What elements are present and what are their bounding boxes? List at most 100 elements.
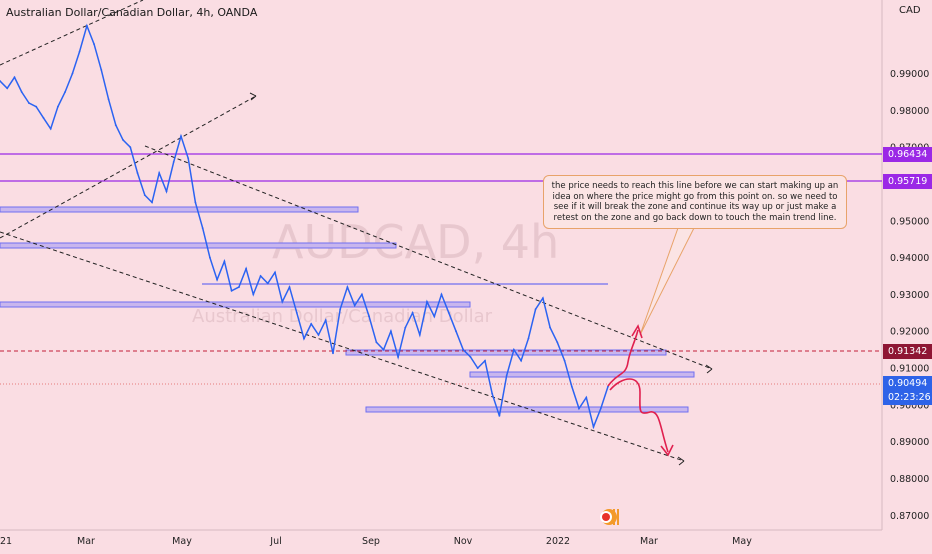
price-point [397,356,399,358]
bullish-arrowhead [631,324,643,339]
price-point [78,50,81,53]
price-point [295,311,298,314]
price-point [209,256,211,259]
price-point [187,157,190,160]
price-tick-label: 0.91000 [890,364,929,375]
economic-event-icon[interactable] [600,509,619,525]
price-point [194,201,197,204]
channel-lower-line[interactable] [0,231,685,462]
price-point [165,190,168,193]
price-point [281,300,284,303]
price-point [13,76,16,79]
price-point [107,98,110,101]
price-point [599,407,602,410]
price-point [549,326,551,329]
price-point [534,308,537,311]
price-point [245,267,248,270]
price-point [527,337,530,340]
bearish-scenario-arrow[interactable] [609,378,669,453]
time-tick-label: 2022 [546,536,570,547]
level-tag-096434: 0.96434 [883,147,932,162]
time-tick-label: Nov [454,536,473,547]
price-point [455,330,457,333]
time-tick-label: Sep [362,536,380,547]
time-tick-label: May [172,536,192,547]
price-point [542,297,544,299]
zone-rect[interactable] [0,301,471,308]
price-point [122,139,124,141]
channel-upper-line[interactable] [144,145,713,370]
currency-button[interactable]: CAD [896,4,924,17]
zone-rect[interactable] [0,206,359,213]
price-tick-label: 0.99000 [890,69,929,80]
time-tick-label: Mar [640,536,658,547]
price-point [578,407,580,410]
time-tick-label: May [732,536,752,547]
price-tick-label: 0.92000 [890,327,929,338]
price-point [462,348,465,351]
price-point [368,315,370,318]
watermark-symbol: AUDCAD, 4h [272,215,559,269]
price-point [476,367,479,369]
price-point [86,24,88,27]
price-point [6,87,9,90]
price-point [498,415,501,417]
price-point [556,341,559,344]
bearish-arrowhead [660,444,674,457]
price-point [288,286,291,288]
price-point [136,172,139,174]
price-point [0,80,1,82]
trend-line[interactable] [0,0,144,66]
price-point [238,286,240,288]
price-point [230,289,233,292]
zone-rect[interactable] [469,371,695,378]
zone-rect[interactable] [0,242,397,249]
price-point [375,341,378,344]
price-point [332,352,334,355]
price-tick-label: 0.95000 [890,216,929,227]
bullish-scenario-arrow[interactable] [607,329,639,387]
trend-line[interactable] [250,95,257,101]
price-point [172,161,175,163]
price-point [266,282,269,285]
price-tick-label: 0.93000 [890,290,929,301]
price-point [57,105,59,108]
price-point [418,334,421,336]
price-point [563,359,566,362]
channel-upper-arrowhead [706,368,713,374]
price-point [585,396,588,399]
price-point [339,308,342,311]
bar-countdown-tag: 02:23:26 [883,390,932,405]
zone-rect[interactable] [345,349,667,356]
level-tag-095719: 0.95719 [883,174,932,189]
price-point [143,194,146,197]
price-point [201,227,204,230]
price-tick-label: 0.94000 [890,253,929,264]
price-point [570,385,573,388]
price-tick-label: 0.87000 [890,511,929,522]
price-tick-label: 0.90000 [890,400,929,411]
price-point [35,105,38,108]
price-point [324,319,327,322]
price-point [411,311,414,314]
price-series-layer [0,23,609,430]
support-resistance-zones [0,206,695,413]
trend-line[interactable] [249,92,257,97]
price-point [382,348,385,351]
zone-rect[interactable] [365,406,689,413]
time-axis[interactable]: 21 Mar May Jul Sep Nov 2022 Mar May [0,536,752,547]
level-tag-091342: 0.91342 [883,344,932,359]
time-tick-label: Mar [77,536,95,547]
price-point [447,311,450,314]
price-point [592,426,595,428]
time-tick-label: Jul [269,536,281,547]
annotation-callout[interactable]: the price needs to reach this line befor… [543,175,847,229]
price-point [426,300,428,303]
price-point [158,172,161,174]
price-point [42,116,45,119]
price-point [223,260,226,263]
price-point [520,359,522,362]
price-point [346,286,349,288]
